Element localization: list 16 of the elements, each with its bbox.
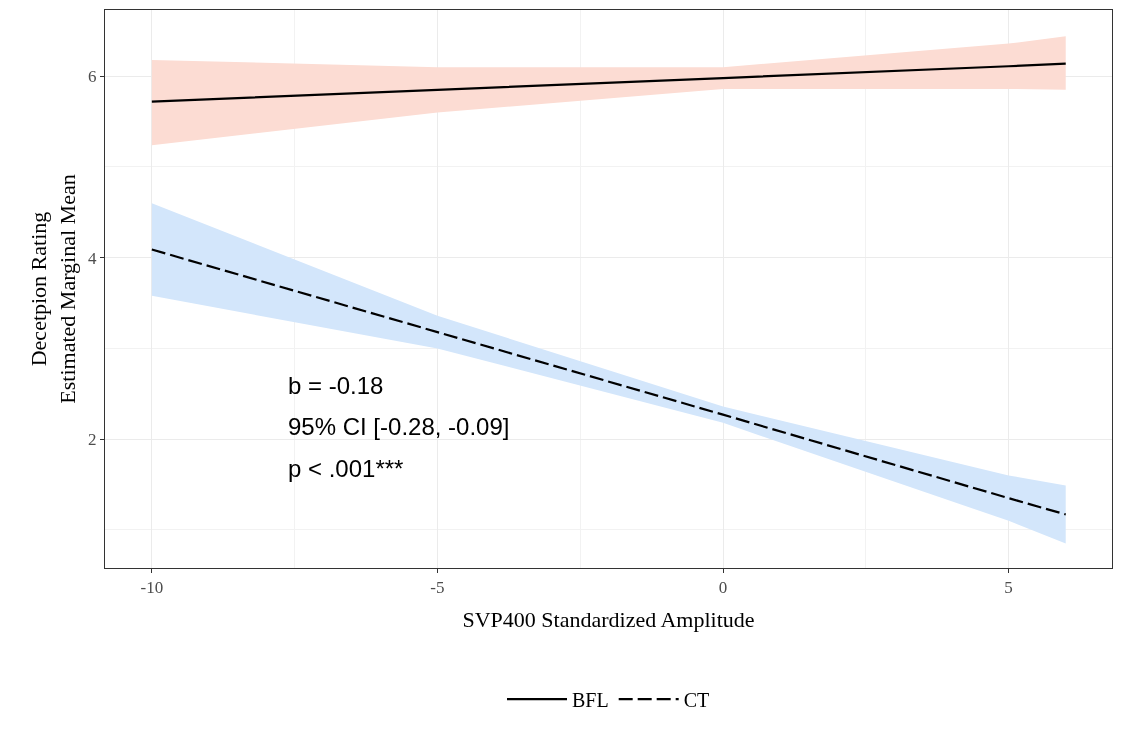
x-axis-title: SVP400 Standardized Amplitude <box>462 607 755 633</box>
line-series <box>150 248 1067 516</box>
legend-label: CT <box>683 688 710 711</box>
annotation: 95% CI [-0.28, -0.09] <box>288 413 510 440</box>
annotation: b = -0.18 <box>288 372 384 399</box>
y-axis-title: Decetpion Rating Estimated Marginal Mean <box>26 174 80 404</box>
x-tick-label: 0 <box>718 578 728 598</box>
x-tick-label: 5 <box>1004 578 1013 598</box>
y-tick-label: 2 <box>88 430 97 450</box>
y-tick-label: 6 <box>88 67 97 87</box>
y-tick-label: 4 <box>88 248 98 268</box>
x-tick-label: -5 <box>430 578 445 598</box>
x-tick-label: -10 <box>140 578 164 598</box>
legend-label: BFL <box>572 688 609 711</box>
line-series <box>150 62 1067 103</box>
annotation: p < .001*** <box>288 455 404 482</box>
